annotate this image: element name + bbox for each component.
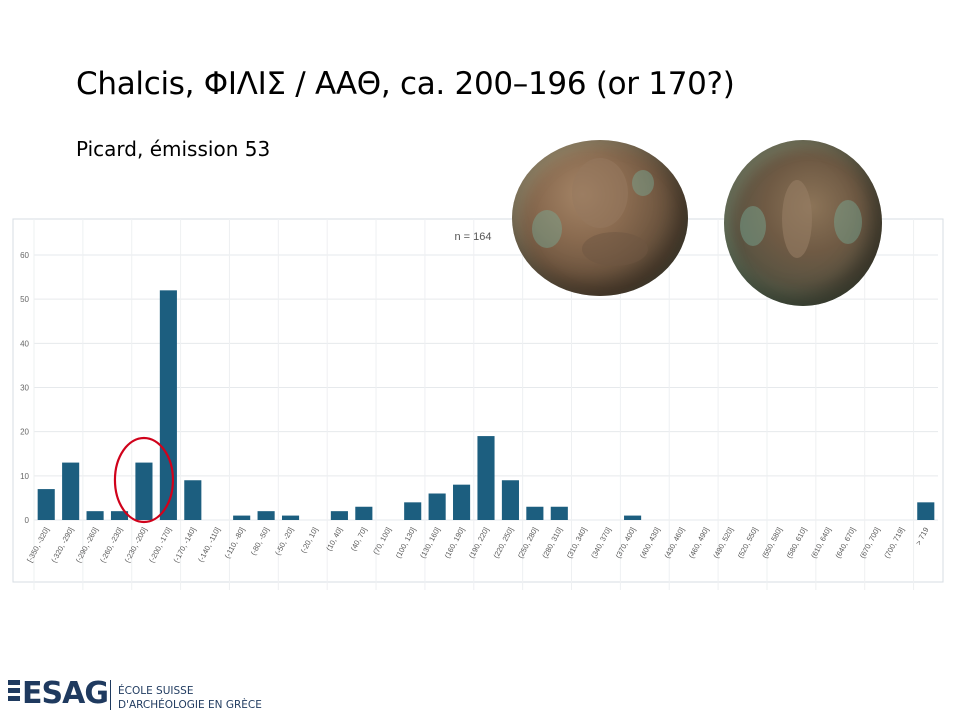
bar bbox=[135, 462, 153, 520]
bar bbox=[330, 511, 348, 520]
esag-logo-mark-icon bbox=[8, 680, 20, 708]
x-tick-label: (-260, -230] bbox=[98, 526, 124, 564]
bar bbox=[62, 462, 80, 520]
x-tick-label: (-140, -110] bbox=[196, 526, 222, 564]
highlight-circle bbox=[113, 436, 175, 524]
bar bbox=[110, 511, 129, 520]
bar bbox=[233, 515, 251, 520]
x-tick-label: (-200, -170] bbox=[147, 526, 173, 564]
chart-frame-border bbox=[12, 218, 944, 583]
bar bbox=[257, 511, 275, 520]
x-tick-label: (340, 370] bbox=[589, 526, 613, 560]
x-tick-label: (370, 400] bbox=[614, 526, 638, 560]
y-tick-label: 30 bbox=[20, 384, 29, 393]
logo-subtitle: ÉCOLE SUISSE D'ARCHÉOLOGIE EN GRÈCE bbox=[118, 684, 262, 712]
x-tick-label: (550, 580] bbox=[760, 526, 784, 560]
bar bbox=[281, 515, 300, 520]
x-tick-label: (130, 160] bbox=[418, 526, 442, 560]
x-tick-label: (-110, -80] bbox=[223, 526, 247, 560]
y-tick-label: 60 bbox=[20, 251, 29, 260]
x-tick-label: (580, 610] bbox=[785, 526, 809, 560]
x-tick-label: > 719 bbox=[914, 526, 931, 547]
x-tick-label: (250, 280] bbox=[516, 526, 540, 560]
bar bbox=[404, 502, 422, 520]
x-tick-label: (-80, -50] bbox=[249, 526, 271, 557]
bar bbox=[159, 290, 177, 520]
logo-name: ESAG bbox=[22, 676, 109, 711]
x-tick-label: (670, 700] bbox=[858, 526, 882, 560]
x-tick-label: (-20, 10] bbox=[299, 526, 320, 555]
x-tick-label: (190, 220] bbox=[467, 526, 491, 560]
y-tick-label: 40 bbox=[20, 339, 29, 348]
logo-line-1: ÉCOLE SUISSE bbox=[118, 685, 194, 697]
x-tick-label: (-50, -20] bbox=[273, 526, 295, 557]
x-axis-labels: [-350, -320](-320, -290](-290, -260](-26… bbox=[25, 526, 931, 564]
x-tick-label: (160, 190] bbox=[443, 526, 467, 560]
logo-line-2: D'ARCHÉOLOGIE EN GRÈCE bbox=[118, 699, 262, 711]
bar bbox=[355, 506, 373, 520]
x-tick-label: (100, 130] bbox=[394, 526, 418, 560]
bar bbox=[86, 511, 104, 520]
y-axis-labels: 0 10 20 30 40 50 60 bbox=[20, 251, 29, 525]
coin-reverse-photo bbox=[724, 140, 882, 306]
x-tick-label: (40, 70] bbox=[349, 526, 369, 553]
x-tick-label: (220, 250] bbox=[491, 526, 515, 560]
slide-subtitle: Picard, émission 53 bbox=[76, 137, 271, 161]
y-tick-label: 0 bbox=[25, 516, 30, 525]
y-tick-label: 50 bbox=[20, 295, 29, 304]
x-tick-label: [-350, -320] bbox=[25, 526, 51, 564]
bar bbox=[501, 480, 519, 520]
x-tick-label: (310, 340] bbox=[565, 526, 589, 560]
x-tick-label: (-230, -200] bbox=[123, 526, 149, 564]
x-tick-label: (700, 719] bbox=[882, 526, 906, 560]
bar bbox=[526, 506, 544, 520]
bar bbox=[428, 493, 446, 520]
x-tick-label: (430, 460] bbox=[662, 526, 686, 560]
y-tick-label: 20 bbox=[20, 428, 29, 437]
x-tick-label: (-170, -140] bbox=[171, 526, 197, 564]
coin-obverse-photo bbox=[512, 140, 688, 296]
y-tick-label: 10 bbox=[20, 472, 29, 481]
bar bbox=[37, 489, 55, 520]
chart-bars bbox=[37, 290, 935, 520]
bar bbox=[917, 502, 935, 520]
x-tick-label: (640, 670] bbox=[833, 526, 857, 560]
x-tick-label: (520, 550] bbox=[736, 526, 760, 560]
x-tick-label: (-320, -290] bbox=[49, 526, 75, 564]
bar bbox=[184, 480, 202, 520]
x-tick-label: (610, 640] bbox=[809, 526, 833, 560]
x-tick-label: (280, 310] bbox=[540, 526, 564, 560]
chart-title: n = 164 bbox=[454, 231, 491, 243]
slide-title: Chalcis, ΦΙΛΙΣ / ΑΑΘ, ca. 200–196 (or 17… bbox=[76, 66, 735, 102]
bar bbox=[624, 515, 642, 520]
x-tick-label: (400, 430] bbox=[638, 526, 662, 560]
esag-logo: ESAG ÉCOLE SUISSE D'ARCHÉOLOGIE EN GRÈCE bbox=[8, 674, 268, 714]
x-tick-label: (460, 490] bbox=[687, 526, 711, 560]
bar bbox=[550, 506, 568, 520]
x-tick-label: (-290, -260] bbox=[74, 526, 100, 564]
logo-divider bbox=[110, 680, 111, 710]
bar bbox=[477, 436, 495, 520]
x-tick-label: (490, 520] bbox=[711, 526, 735, 560]
x-tick-label: (70, 100] bbox=[371, 526, 393, 556]
bar bbox=[453, 484, 471, 520]
